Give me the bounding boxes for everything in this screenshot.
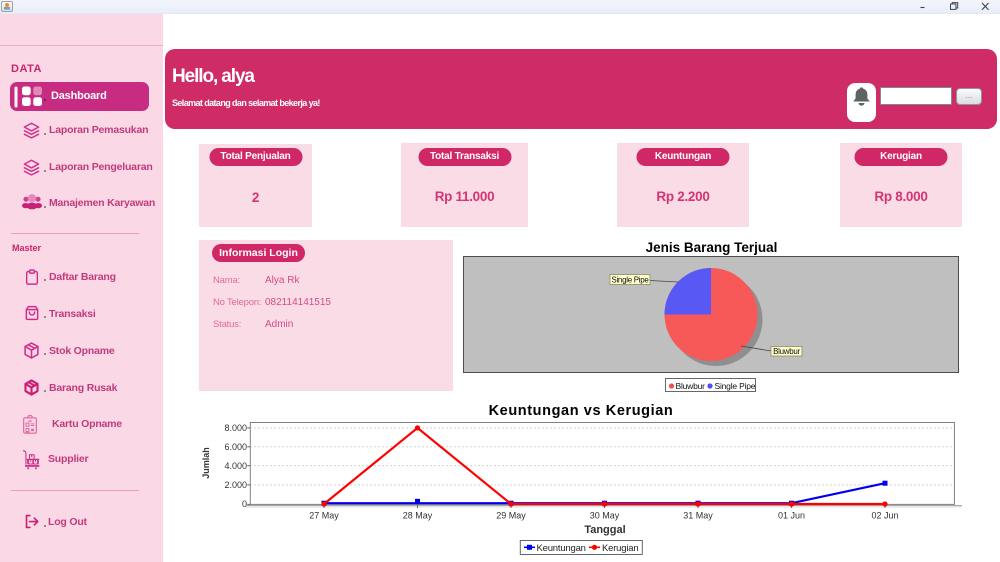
- svg-text:31 May: 31 May: [683, 511, 713, 521]
- svg-text:27 May: 27 May: [309, 511, 339, 521]
- svg-text:4.000: 4.000: [224, 461, 247, 471]
- svg-text:2.000: 2.000: [224, 480, 247, 490]
- svg-text:Keuntungan: Keuntungan: [537, 543, 586, 554]
- svg-text:Kerugian: Kerugian: [602, 543, 638, 554]
- svg-text:02 Jun: 02 Jun: [871, 511, 898, 521]
- svg-text:Single Pipe: Single Pipe: [715, 381, 756, 391]
- svg-text:Jumlah: Jumlah: [201, 447, 211, 479]
- svg-text:30 May: 30 May: [590, 511, 620, 521]
- svg-text:Keuntungan vs Kerugian: Keuntungan vs Kerugian: [489, 403, 674, 419]
- svg-text:01 Jun: 01 Jun: [778, 511, 805, 521]
- svg-text:28 May: 28 May: [403, 511, 433, 521]
- svg-text:Tanggal: Tanggal: [584, 524, 625, 536]
- svg-text:0: 0: [242, 499, 247, 509]
- svg-text:6.000: 6.000: [224, 442, 247, 452]
- svg-text:29 May: 29 May: [496, 511, 526, 521]
- svg-text:8.000: 8.000: [224, 423, 247, 433]
- svg-text:Single Pipe: Single Pipe: [611, 276, 649, 285]
- svg-text:Bluwbur: Bluwbur: [676, 381, 706, 391]
- svg-text:Bluwbur: Bluwbur: [773, 347, 800, 356]
